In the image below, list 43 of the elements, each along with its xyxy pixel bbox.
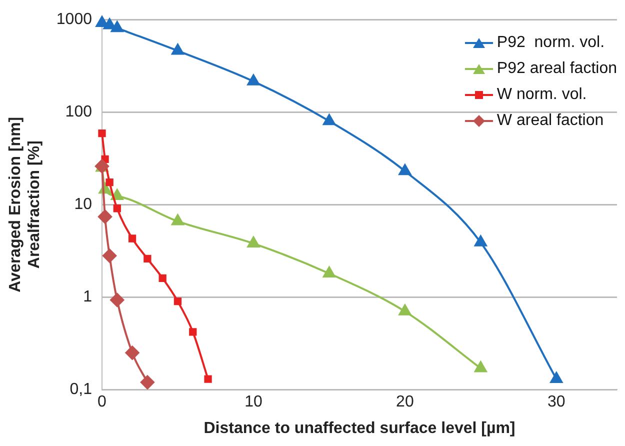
point [398, 304, 412, 316]
point [103, 18, 116, 30]
x-tick-label: 0 [98, 394, 107, 411]
x-tick-label: 10 [244, 394, 262, 411]
y-axis-title: Averaged Erosion [nm] Arealfraction [%] [7, 116, 44, 292]
x-tick-label: 30 [548, 394, 566, 411]
point [98, 210, 112, 224]
point [474, 361, 487, 372]
point [247, 74, 260, 86]
point [323, 266, 336, 278]
point [144, 254, 152, 263]
point [110, 21, 124, 32]
x-tick-label: 20 [396, 394, 414, 411]
point [474, 235, 487, 246]
point [113, 204, 121, 212]
y-tick-label: 1 [83, 288, 92, 306]
point [398, 164, 412, 176]
x-axis-title: Distance to unaffected surface level [µm] [204, 420, 516, 437]
y-tick-label: 10 [74, 196, 92, 214]
legend-label: P92 areal faction [496, 60, 617, 78]
point [140, 375, 154, 390]
point [174, 298, 182, 306]
y-tick-label: 1000 [56, 11, 92, 28]
y-tick-label: 0,1 [70, 381, 92, 398]
point [110, 293, 124, 308]
point [110, 188, 124, 200]
point [323, 114, 336, 126]
y-tick-label: 100 [65, 104, 92, 121]
legend-label: W norm. vol. [496, 86, 587, 104]
point [128, 234, 136, 242]
point [172, 44, 184, 55]
point [204, 375, 212, 383]
point [106, 178, 114, 186]
legend-label: W areal faction [496, 112, 604, 130]
point [158, 274, 166, 282]
point [247, 236, 260, 248]
legend-label: P92 norm. vol. [496, 34, 605, 52]
point [189, 328, 197, 336]
point [550, 372, 563, 384]
point [98, 129, 106, 138]
point [172, 214, 184, 226]
point [102, 248, 117, 263]
point [125, 346, 140, 360]
